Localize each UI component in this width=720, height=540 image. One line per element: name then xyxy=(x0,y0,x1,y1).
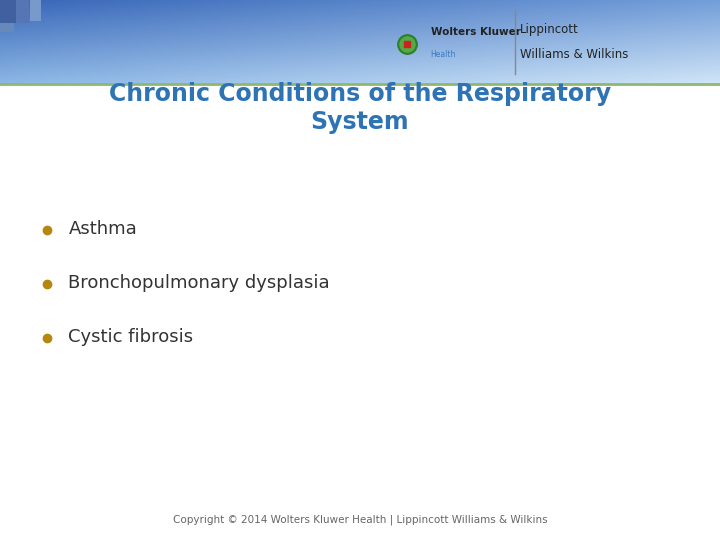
Bar xyxy=(30,0,41,21)
Text: Health: Health xyxy=(431,50,456,59)
Text: Chronic Conditions of the Respiratory
System: Chronic Conditions of the Respiratory Sy… xyxy=(109,82,611,134)
Text: Asthma: Asthma xyxy=(68,220,137,239)
Text: Bronchopulmonary dysplasia: Bronchopulmonary dysplasia xyxy=(68,274,330,293)
Text: Copyright © 2014 Wolters Kluwer Health | Lippincott Williams & Wilkins: Copyright © 2014 Wolters Kluwer Health |… xyxy=(173,514,547,525)
Text: Cystic fibrosis: Cystic fibrosis xyxy=(68,328,194,347)
Text: Lippincott: Lippincott xyxy=(520,23,579,36)
Text: Williams & Wilkins: Williams & Wilkins xyxy=(520,48,629,61)
Bar xyxy=(0,0,20,23)
Bar xyxy=(16,0,29,23)
Text: Wolters Kluwer: Wolters Kluwer xyxy=(431,27,521,37)
Bar xyxy=(0,23,14,32)
